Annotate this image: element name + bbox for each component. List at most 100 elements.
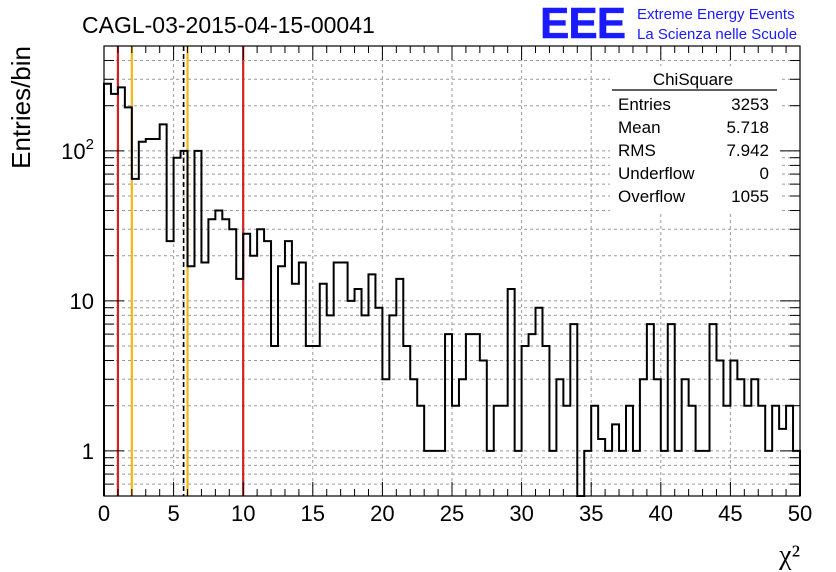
histogram-bin: [229, 229, 236, 496]
stats-entries-label: Entries: [618, 95, 671, 114]
stats-rms-label: RMS: [618, 141, 656, 160]
histogram-bin: [341, 263, 348, 496]
plot-frame: [103, 45, 801, 497]
histogram-bin: [445, 334, 452, 496]
histogram-bin: [730, 361, 737, 496]
histogram-bin: [744, 406, 751, 496]
histogram-bin: [299, 263, 306, 496]
histogram-bin: [355, 289, 362, 496]
histogram-bin: [556, 379, 563, 496]
histogram-bin: [208, 219, 215, 496]
histogram-bin: [563, 406, 570, 496]
histogram-bin: [410, 379, 417, 496]
histogram-outline: [103, 82, 801, 497]
histogram-bin: [466, 334, 473, 496]
histogram-bin: [758, 406, 765, 496]
x-tick-label: 15: [301, 501, 325, 526]
histogram-bin: [529, 334, 536, 496]
histogram-bin: [654, 379, 661, 496]
stats-overflow-label: Overflow: [618, 187, 686, 206]
histogram-bin: [542, 346, 549, 496]
stats-box: ChiSquare Entries 3253 Mean 5.718 RMS 7.…: [610, 66, 780, 211]
histogram-bin: [278, 266, 285, 496]
histogram-bin: [236, 279, 243, 496]
histogram-bin: [250, 256, 257, 496]
histogram-bin: [675, 451, 682, 496]
histogram-bin: [111, 94, 118, 496]
histogram-bin: [633, 451, 640, 496]
histogram-bin: [473, 334, 480, 496]
histogram-bin: [424, 451, 431, 496]
histogram-series: [103, 82, 801, 497]
histogram-bin: [181, 151, 188, 496]
histogram-bin: [737, 379, 744, 496]
histogram-bin: [605, 451, 612, 496]
histogram-bin: [487, 451, 494, 496]
histogram-bin: [696, 451, 703, 496]
histogram-bin: [125, 107, 132, 496]
histogram-bin: [723, 406, 730, 496]
y-tick-label: 10: [70, 289, 94, 314]
eee-logo-mark: EEE: [540, 0, 625, 48]
histogram-bin: [703, 451, 710, 496]
x-tick-label: 0: [98, 501, 110, 526]
histogram-bin: [368, 274, 375, 496]
histogram-bin: [584, 451, 591, 496]
histogram-bin: [201, 263, 208, 496]
stats-entries-value: 3253: [731, 95, 769, 114]
y-tick-label: 102: [61, 136, 94, 164]
eee-logo: EEE Extreme Energy Events La Scienza nel…: [540, 0, 797, 48]
histogram-bin: [452, 406, 459, 496]
histogram-bin: [160, 124, 167, 496]
histogram-bin: [292, 284, 299, 496]
histogram-bin: [243, 234, 250, 496]
histogram-bin: [167, 241, 174, 496]
x-axis-title: χ²: [778, 540, 800, 571]
histogram-bin: [626, 406, 633, 496]
histogram-bin: [271, 346, 278, 496]
x-tick-label: 35: [579, 501, 603, 526]
stats-title: ChiSquare: [653, 70, 733, 89]
histogram-bin: [716, 361, 723, 496]
histogram-bin: [570, 324, 577, 496]
histogram-bin: [661, 451, 668, 496]
histogram-bin: [668, 324, 675, 496]
x-tick-label: 30: [509, 501, 533, 526]
histogram-bin: [522, 346, 529, 496]
histogram-bin: [348, 301, 355, 496]
histogram-bin: [264, 241, 271, 496]
histogram-bin: [257, 229, 264, 496]
histogram-bin: [682, 379, 689, 496]
histogram-bin: [215, 211, 222, 496]
histogram-bin: [598, 439, 605, 496]
histogram-bin: [403, 346, 410, 496]
histogram-bin: [647, 324, 654, 496]
x-tick-label: 50: [788, 501, 812, 526]
histogram-bin: [118, 87, 125, 496]
histogram-bin: [396, 279, 403, 496]
histogram-bin: [146, 139, 153, 496]
y-tick-label: 1: [82, 439, 94, 464]
histogram-bin: [132, 179, 139, 496]
histogram-bin: [710, 324, 717, 496]
histogram-bin: [285, 241, 292, 496]
histogram-bin: [104, 84, 111, 496]
histogram-bin: [765, 451, 772, 496]
histogram-bin: [536, 308, 543, 496]
histogram-bin: [640, 379, 647, 496]
x-tick-label: 10: [231, 501, 255, 526]
histogram-bin: [306, 346, 313, 496]
histogram-bin: [389, 315, 396, 496]
histogram-bin: [459, 379, 466, 496]
histogram-bin: [480, 361, 487, 496]
histogram-bin: [612, 424, 619, 496]
histogram-bin: [417, 406, 424, 496]
histogram-bin: [313, 346, 320, 496]
stats-underflow-value: 0: [760, 164, 769, 183]
histogram-bin: [188, 266, 195, 496]
histogram-bin: [194, 151, 201, 496]
eee-logo-line1: Extreme Energy Events: [637, 6, 795, 23]
histogram-bin: [153, 139, 160, 496]
histogram-bin: [327, 315, 334, 496]
